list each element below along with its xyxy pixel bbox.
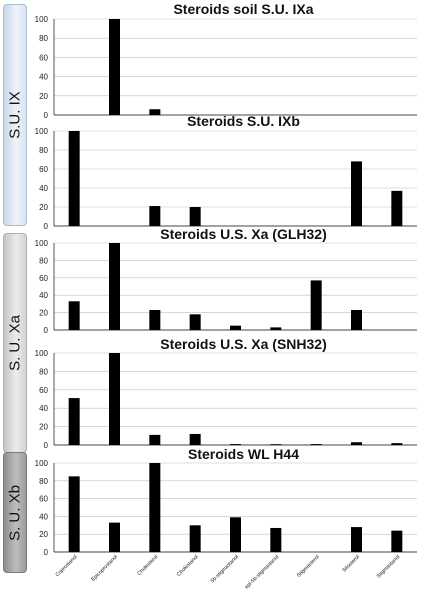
- bar-cholestanol: [189, 207, 201, 226]
- bar-cholesterol: [149, 434, 161, 445]
- x-tick-label: Cholestanol: [176, 554, 200, 578]
- bar-epi-5b-stigmastanol: [270, 327, 282, 330]
- bar-epi-5b-stigmastanol: [270, 527, 282, 552]
- x-tick-label: epi-5b-stigmastanol: [244, 554, 280, 590]
- bar-cholestanol: [189, 314, 201, 330]
- bar-5b-stigmastanol: [230, 517, 241, 552]
- bar-sitosterol: [351, 309, 362, 330]
- x-tick-label: Stigmasterol: [296, 554, 321, 579]
- x-tick-label: Stigmastanol: [376, 554, 401, 579]
- y-tick-label: 40: [39, 512, 48, 521]
- y-tick-label: 0: [44, 548, 49, 557]
- y-tick-label: 80: [39, 256, 48, 265]
- bar-stigmasterol: [310, 444, 322, 445]
- y-tick-label: 40: [39, 73, 48, 82]
- chart-title: Steroids U.S. Xa (SNH32): [160, 336, 327, 352]
- y-tick-label: 20: [39, 530, 48, 539]
- y-tick-label: 0: [44, 326, 49, 335]
- y-tick-label: 20: [39, 423, 48, 432]
- bar-cholestanol: [189, 433, 201, 445]
- bar-epi-5b-stigmastanol: [270, 444, 282, 445]
- y-tick-label: 80: [39, 34, 48, 43]
- bar-stigmastanol: [391, 190, 403, 226]
- y-tick-label: 60: [39, 386, 48, 395]
- bar-stigmastanol: [391, 530, 403, 552]
- bar-5b-stigmastanol: [230, 325, 241, 330]
- y-tick-label: 100: [35, 127, 49, 136]
- bar-5b-stigmastanol: [230, 444, 241, 445]
- y-tick-label: 0: [44, 441, 49, 450]
- y-tick-label: 20: [39, 92, 48, 101]
- y-tick-label: 100: [35, 459, 49, 468]
- bar-coprostanol: [68, 476, 80, 552]
- chart-title: Steroids U.S. Xa (GLH32): [160, 226, 326, 242]
- y-tick-label: 100: [35, 15, 49, 24]
- bar-epicoprostanol: [109, 19, 120, 115]
- x-tick-label: Epicoprostanol: [90, 554, 119, 583]
- y-tick-label: 20: [39, 203, 48, 212]
- bar-cholesterol: [149, 309, 161, 330]
- group-label-su-ix: S.U. IX: [3, 4, 27, 226]
- chart-title: Steroids soil S.U. IXa: [173, 1, 313, 17]
- group-label-su-xa: S. U. Xa: [3, 233, 27, 453]
- bar-epicoprostanol: [109, 522, 120, 552]
- bar-stigmastanol: [391, 443, 403, 445]
- x-tick-label: Coprostanol: [55, 554, 79, 578]
- bar-epicoprostanol: [109, 353, 120, 445]
- bar-sitosterol: [351, 161, 362, 226]
- x-tick-label: Sitosterol: [341, 554, 361, 574]
- bar-cholesterol: [149, 463, 161, 552]
- bar-cholesterol: [149, 109, 161, 115]
- bar-coprostanol: [68, 398, 80, 445]
- x-tick-label: Cholesterol: [136, 554, 159, 577]
- bar-coprostanol: [68, 301, 80, 330]
- y-tick-label: 40: [39, 291, 48, 300]
- bar-sitosterol: [351, 527, 362, 552]
- y-tick-label: 60: [39, 53, 48, 62]
- y-tick-label: 100: [35, 349, 49, 358]
- chart-title: Steroids WL H44: [188, 446, 299, 462]
- y-tick-label: 20: [39, 309, 48, 318]
- y-tick-label: 100: [35, 239, 49, 248]
- bar-cholesterol: [149, 206, 161, 226]
- y-tick-label: 40: [39, 404, 48, 413]
- y-tick-label: 0: [44, 222, 49, 231]
- chart-title: Steroids S.U. IXb: [187, 113, 300, 129]
- bar-coprostanol: [68, 131, 80, 226]
- x-tick-label: 5b-stigmastanol: [210, 554, 240, 584]
- y-tick-label: 80: [39, 477, 48, 486]
- y-tick-label: 0: [44, 111, 49, 120]
- y-tick-label: 60: [39, 165, 48, 174]
- y-tick-label: 60: [39, 495, 48, 504]
- group-label-su-xb: S. U. Xb: [3, 452, 27, 573]
- y-tick-label: 60: [39, 274, 48, 283]
- bar-cholestanol: [189, 525, 201, 552]
- bar-sitosterol: [351, 442, 362, 445]
- y-tick-label: 80: [39, 146, 48, 155]
- bar-stigmasterol: [310, 280, 322, 330]
- bar-epicoprostanol: [109, 243, 120, 330]
- y-tick-label: 40: [39, 184, 48, 193]
- y-tick-label: 80: [39, 367, 48, 376]
